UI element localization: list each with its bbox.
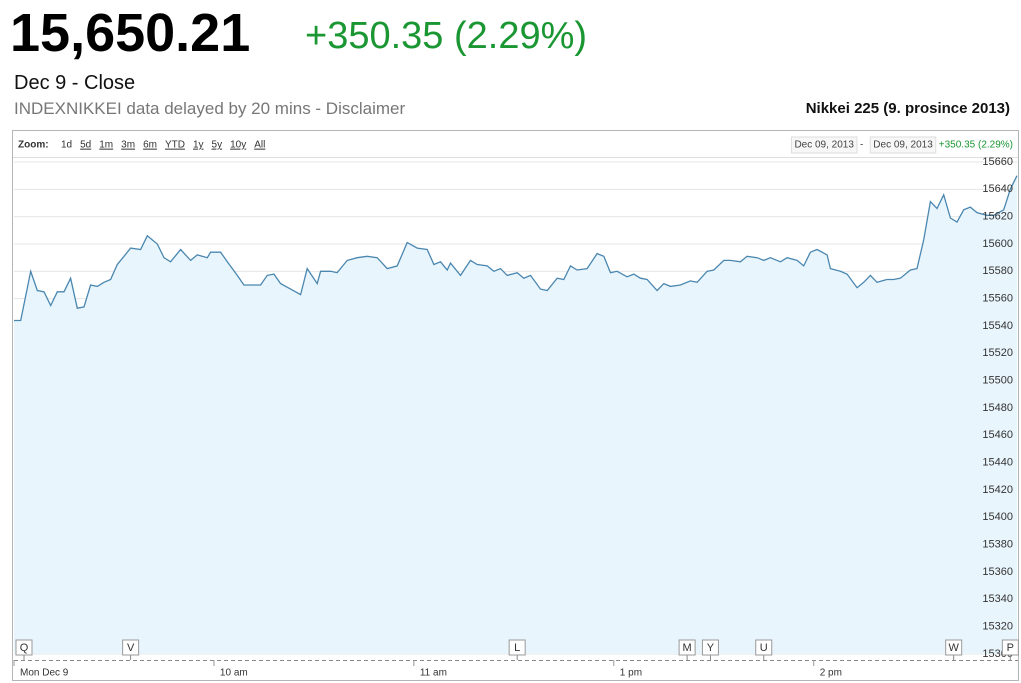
y-tick-label: 15360: [982, 566, 1013, 578]
y-tick-label: 15660: [982, 156, 1013, 168]
disclaimer: INDEXNIKKEI data delayed by 20 mins - Di…: [14, 99, 406, 118]
zoom-option[interactable]: 3m: [121, 140, 135, 151]
date-range: +350.35 (2.29%) Dec 09, 2013-Dec 09, 2013: [790, 136, 1013, 154]
zoom-option[interactable]: 10y: [230, 140, 246, 151]
y-tick-label: 15580: [982, 265, 1013, 277]
flag[interactable]: [1001, 639, 1019, 656]
flag-label: Q: [20, 642, 29, 654]
zoom-option[interactable]: YTD: [165, 140, 185, 151]
price-change: +350.35 (2.29%): [305, 15, 588, 57]
zoom-label: Zoom:: [18, 140, 49, 151]
flag[interactable]: [755, 639, 773, 656]
flag-label: L: [514, 642, 520, 654]
area: [14, 175, 1017, 654]
zoom-option[interactable]: 1m: [99, 140, 113, 151]
line: [14, 175, 1018, 322]
y-tick-label: 15500: [982, 375, 1013, 387]
zoom-option[interactable]: 5y: [212, 140, 223, 151]
quote-date: Dec 9 - Close: [14, 72, 136, 94]
zoom-option[interactable]: 1y: [193, 140, 204, 151]
price: 15,650.21: [10, 3, 251, 63]
flag[interactable]: [678, 639, 696, 656]
x-tick-label: 10 am: [220, 668, 248, 679]
y-tick-label: 15620: [982, 211, 1013, 223]
y-tick-label: 15600: [982, 238, 1013, 250]
y-tick-label: 15320: [982, 621, 1013, 633]
zoom-option[interactable]: All: [254, 140, 265, 151]
zoom-option[interactable]: 6m: [143, 140, 157, 151]
flag-label: P: [1007, 642, 1014, 654]
chart-title: Nikkei 225 (9. prosince 2013): [806, 100, 1010, 117]
flag[interactable]: [122, 639, 140, 656]
flag-label: U: [760, 642, 768, 654]
y-tick-label: 15420: [982, 484, 1013, 496]
range-text: +350.35 (2.29%): [939, 140, 1013, 151]
zoom-option[interactable]: 1d: [61, 140, 72, 151]
y-tick-label: 15440: [982, 457, 1013, 469]
flag[interactable]: [15, 639, 33, 656]
zoom-options: 1d 5d 1m 3m 6m YTD 1y 5y 10y All: [61, 140, 265, 151]
x-tick-label: 2 pm: [820, 668, 842, 679]
y-tick-label: 15640: [982, 183, 1013, 195]
date-input[interactable]: Dec 09, 2013: [794, 140, 854, 151]
flag[interactable]: [701, 639, 719, 656]
x-tick-label: Mon Dec 9: [20, 668, 69, 679]
y-tick-label: 15560: [982, 293, 1013, 305]
date-input[interactable]: Dec 09, 2013: [873, 140, 933, 151]
x-tick-label: 1 pm: [620, 668, 642, 679]
x-tick-label: 11 am: [420, 668, 447, 679]
flag-label: M: [683, 642, 692, 654]
range-text: -: [860, 140, 863, 151]
date-input-box: [869, 136, 937, 154]
y-tick-label: 15480: [982, 402, 1013, 414]
flag-label: Y: [707, 642, 715, 654]
y-tick-label: 15520: [982, 347, 1013, 359]
zoom-option[interactable]: 5d: [80, 140, 91, 151]
y-tick-label: 15340: [982, 593, 1013, 605]
flag-label: W: [948, 642, 959, 654]
flag-label: V: [127, 642, 135, 654]
flag[interactable]: [508, 639, 526, 656]
y-tick-label: 15460: [982, 429, 1013, 441]
flag[interactable]: [945, 639, 963, 656]
plot: 1530015320153401536015380154001542015440…: [13, 156, 1019, 679]
date-input-box: [790, 136, 858, 154]
y-tick-label: 15380: [982, 539, 1013, 551]
y-tick-label: 15400: [982, 511, 1013, 523]
y-tick-label: 15540: [982, 320, 1013, 332]
